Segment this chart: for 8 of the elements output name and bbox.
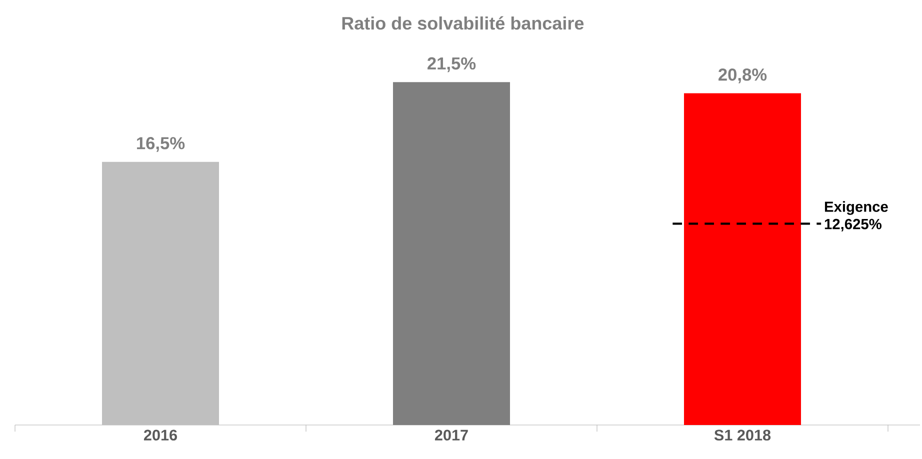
x-tick-label: S1 2018 [714,430,771,441]
data-label: 16,5% [137,137,185,152]
data-label: 20,8% [718,68,767,84]
x-tick-label: 2016 [144,430,177,441]
chart-title: Ratio de solvabilité bancaire [342,16,584,30]
x-tick-label: 2017 [434,430,468,441]
data-label: 21,5% [428,57,476,72]
ref-line-label: Exigence 12,625% [824,201,888,232]
